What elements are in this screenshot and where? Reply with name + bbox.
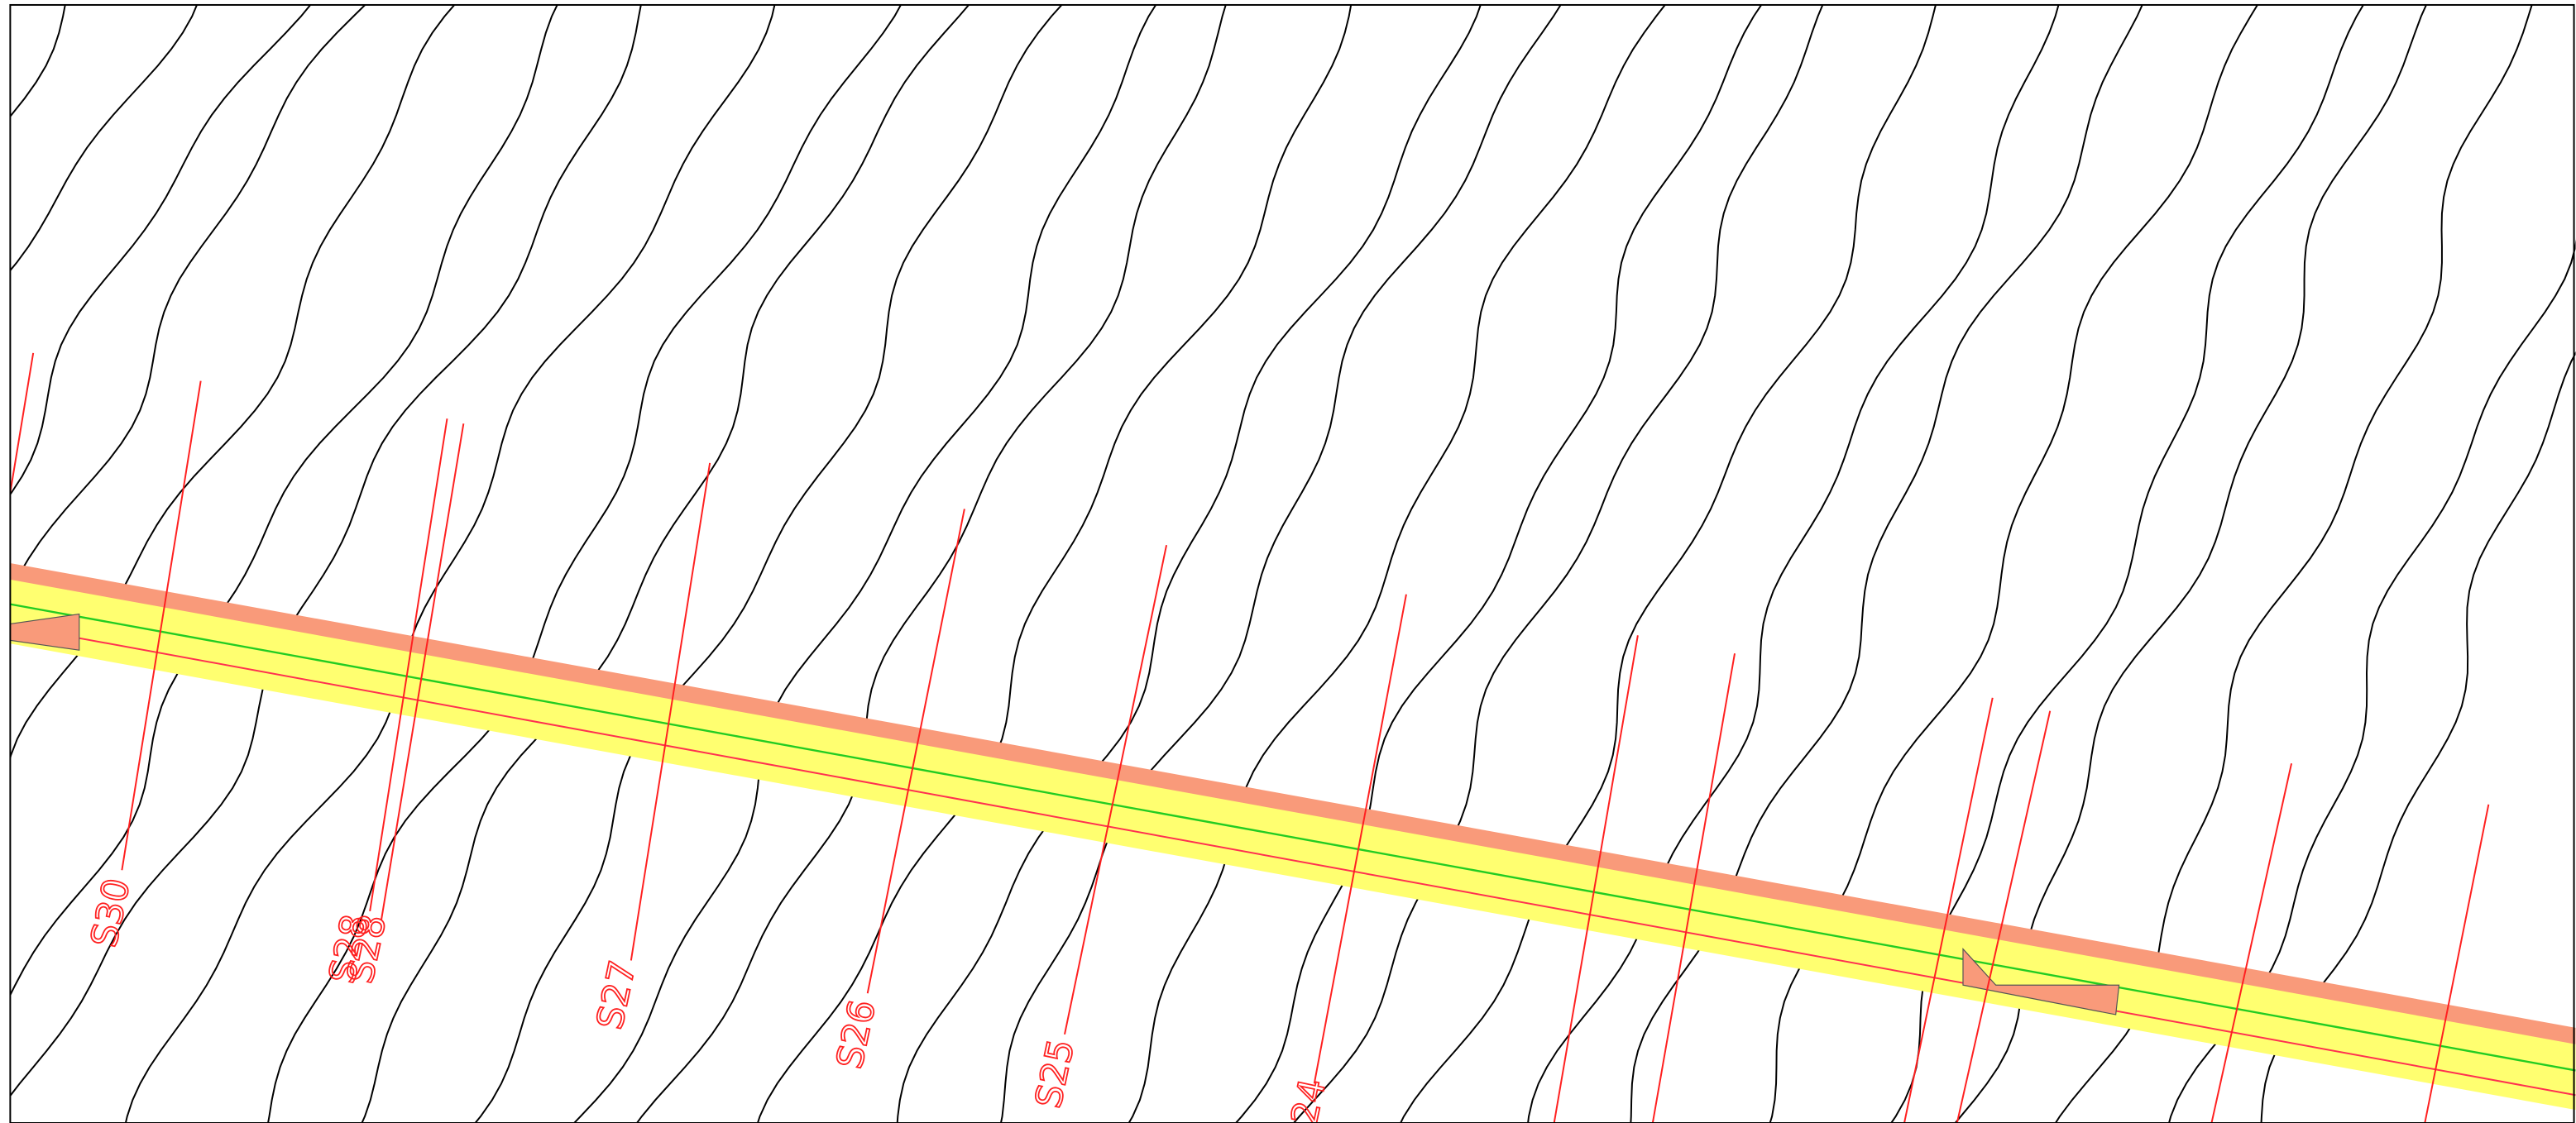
contour-line	[1234, 4, 1763, 1123]
section-line	[866, 509, 965, 994]
section-line	[1553, 635, 1639, 1123]
contour-line	[2167, 239, 2576, 1123]
section-line	[630, 462, 711, 961]
contour-line	[2054, 4, 2533, 1123]
contour-line	[10, 4, 366, 593]
section-line	[2424, 804, 2490, 1123]
structure	[1962, 948, 2120, 1015]
contour-line	[756, 4, 1353, 1123]
section-label: S27	[589, 957, 644, 1033]
contour-line	[1292, 4, 1824, 1123]
contour-line	[1128, 4, 1667, 1123]
contour-line	[635, 4, 1227, 1123]
section-line	[369, 418, 448, 912]
channel-edge	[10, 624, 2576, 1097]
frame	[9, 3, 2575, 1123]
section-line	[2210, 762, 2293, 1123]
section-line	[1956, 710, 2052, 1123]
section-line	[10, 352, 35, 493]
section-line	[381, 423, 465, 920]
contour-line	[896, 4, 1482, 1123]
section-line	[1651, 653, 1736, 1123]
channel-bank	[10, 562, 2576, 1044]
contour-line	[267, 4, 903, 1123]
section-line	[121, 380, 202, 871]
contour-line	[2260, 351, 2576, 1123]
centerline	[10, 603, 2576, 1072]
contour-line	[474, 4, 1063, 1123]
contour-line	[361, 4, 970, 1123]
section-line	[1903, 697, 1994, 1123]
contour-line	[10, 4, 642, 1097]
section-line	[1064, 544, 1168, 1035]
contour-line	[10, 4, 558, 997]
section-label: S30	[83, 875, 138, 951]
section-label: S25	[1027, 1035, 1083, 1111]
channel	[10, 562, 2576, 1111]
contour-line	[10, 4, 456, 762]
section-label: S24	[1279, 1075, 1334, 1123]
section-line	[1313, 594, 1407, 1084]
contour-line	[124, 4, 776, 1123]
contour-line	[1399, 4, 1937, 1123]
contour-line	[1527, 4, 2060, 1123]
contour-line	[10, 4, 312, 496]
contour-line	[572, 4, 1157, 1123]
contour-line	[999, 4, 1562, 1123]
structure	[10, 613, 80, 651]
contour-line	[10, 4, 199, 272]
